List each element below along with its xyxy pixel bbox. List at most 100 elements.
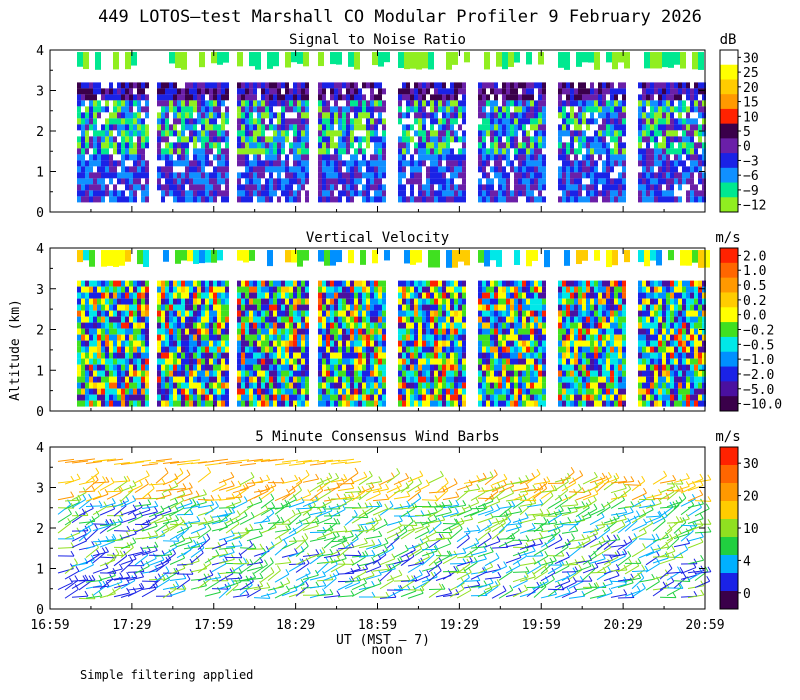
data-cell xyxy=(426,196,430,203)
data-cell xyxy=(362,364,366,371)
data-cell xyxy=(249,160,253,167)
data-cell xyxy=(658,184,662,191)
data-cell xyxy=(366,196,370,203)
data-cell xyxy=(666,154,670,161)
data-cell xyxy=(374,394,378,401)
data-cell xyxy=(237,298,241,305)
data-cell xyxy=(678,142,682,149)
data-cell xyxy=(522,136,526,143)
data-cell xyxy=(197,304,201,311)
data-cell xyxy=(221,118,225,125)
data-cell xyxy=(322,334,326,341)
data-cell xyxy=(414,370,418,377)
data-cell xyxy=(109,286,113,293)
data-cell xyxy=(486,346,490,353)
data-cell xyxy=(458,184,462,191)
data-cell xyxy=(406,142,410,149)
data-cell xyxy=(426,118,430,125)
data-cell xyxy=(265,322,269,329)
data-cell xyxy=(265,136,269,143)
data-cell xyxy=(245,400,249,407)
data-cell xyxy=(598,160,602,167)
data-cell xyxy=(358,304,362,311)
data-cell xyxy=(666,112,670,119)
data-cell xyxy=(245,124,249,131)
data-cell xyxy=(510,94,514,101)
data-cell xyxy=(297,394,301,401)
data-cell xyxy=(201,178,205,185)
data-cell xyxy=(674,190,678,197)
data-cell xyxy=(338,112,342,119)
data-cell xyxy=(638,88,642,95)
data-cell xyxy=(301,310,305,317)
data-cell xyxy=(237,382,241,389)
data-cell xyxy=(338,196,342,203)
data-cell xyxy=(462,88,466,95)
data-cell xyxy=(506,364,510,371)
data-cell xyxy=(654,184,658,191)
data-cell xyxy=(285,106,289,113)
data-cell xyxy=(257,358,261,365)
data-cell xyxy=(542,154,546,161)
data-cell xyxy=(101,166,105,173)
data-cell xyxy=(265,316,269,323)
data-cell xyxy=(446,172,450,179)
data-cell xyxy=(638,100,642,107)
data-cell xyxy=(133,364,137,371)
data-cell xyxy=(490,292,494,299)
data-cell xyxy=(350,352,354,359)
data-cell xyxy=(289,82,293,89)
data-cell xyxy=(221,340,225,347)
data-cell xyxy=(249,352,253,359)
data-cell xyxy=(358,124,362,131)
data-cell xyxy=(350,148,354,155)
data-cell xyxy=(462,106,466,113)
data-cell xyxy=(305,190,309,197)
data-cell xyxy=(285,352,289,359)
data-cell xyxy=(334,148,338,155)
data-cell xyxy=(285,370,289,377)
data-cell xyxy=(678,82,682,89)
data-cell xyxy=(285,196,289,203)
data-cell xyxy=(117,346,121,353)
data-cell xyxy=(169,82,173,89)
data-cell xyxy=(97,280,101,287)
data-cell xyxy=(490,160,494,167)
data-cell xyxy=(406,310,410,317)
data-cell xyxy=(498,286,502,293)
data-cell xyxy=(362,334,366,341)
data-cell xyxy=(582,148,586,155)
data-cell xyxy=(678,154,682,161)
data-cell xyxy=(610,148,614,155)
data-cell xyxy=(338,328,342,335)
data-cell xyxy=(161,130,165,137)
data-cell xyxy=(81,352,85,359)
data-cell xyxy=(534,154,538,161)
data-cell xyxy=(438,370,442,377)
data-cell xyxy=(402,382,406,389)
data-cell xyxy=(177,328,181,335)
data-cell xyxy=(650,190,654,197)
data-cell xyxy=(498,160,502,167)
data-cell xyxy=(446,190,450,197)
data-cell xyxy=(173,310,177,317)
data-cell xyxy=(205,106,209,113)
data-cell xyxy=(185,178,189,185)
data-cell xyxy=(618,166,622,173)
data-cell xyxy=(534,112,538,119)
data-cell xyxy=(93,346,97,353)
data-cell xyxy=(354,94,358,101)
data-cell xyxy=(145,322,149,329)
data-cell xyxy=(322,310,326,317)
data-cell xyxy=(398,88,402,95)
data-cell xyxy=(370,286,374,293)
data-cell xyxy=(562,184,566,191)
data-cell xyxy=(482,304,486,311)
data-cell xyxy=(241,292,245,299)
data-cell xyxy=(125,328,129,335)
data-cell xyxy=(430,310,434,317)
data-cell xyxy=(414,82,418,89)
data-cell xyxy=(257,112,261,119)
data-cell xyxy=(382,370,386,377)
